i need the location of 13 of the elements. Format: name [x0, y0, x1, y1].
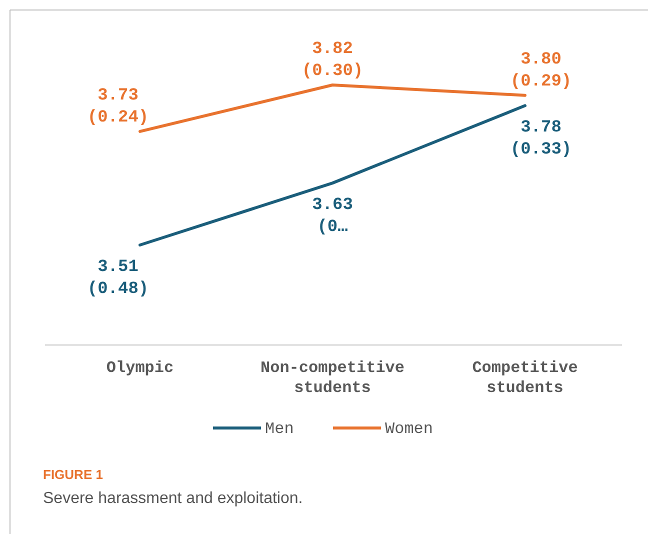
x-tick-label: Competitive students — [472, 359, 578, 397]
data-label: 3.82 (0.30) — [302, 40, 364, 81]
data-label: 3.78 (0.33) — [510, 118, 572, 160]
data-label: 3.51 (0.48) — [87, 258, 149, 299]
legend-label: Women — [385, 420, 434, 438]
x-tick-label: Non-competitive students — [260, 359, 405, 397]
data-label: 3.80 (0.29) — [510, 50, 572, 92]
data-label: 3.73 (0.24) — [87, 86, 149, 128]
text: FIGURE 1 — [43, 467, 103, 482]
data-label: 3.63 (0… — [312, 196, 353, 238]
legend-label: Men — [265, 420, 294, 438]
text: Severe harassment and exploitation. — [43, 490, 303, 507]
x-tick-label: Olympic — [106, 359, 174, 377]
